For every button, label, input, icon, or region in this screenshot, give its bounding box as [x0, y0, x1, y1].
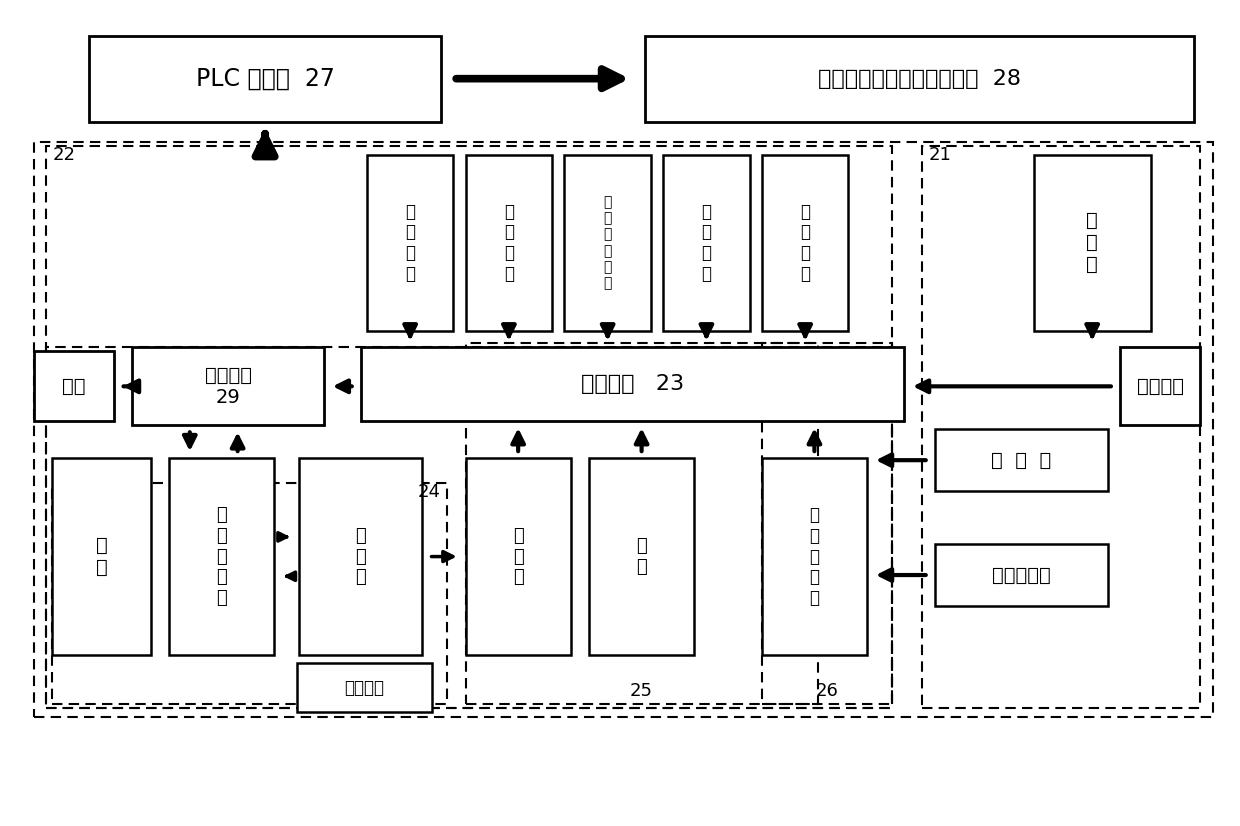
Bar	[761, 344, 892, 705]
Text: 加
湿
器: 加 湿 器	[513, 527, 523, 586]
Bar	[645, 36, 1194, 121]
Text: 湿
度
检
测: 湿 度 检 测	[405, 202, 415, 283]
Text: 粉
尘
发
生
器: 粉 尘 发 生 器	[810, 506, 820, 607]
Bar	[466, 344, 817, 705]
Text: 26: 26	[816, 682, 838, 700]
Text: 轴流风机: 轴流风机	[1137, 377, 1183, 396]
Bar	[589, 458, 694, 655]
Bar	[761, 458, 867, 655]
Text: 工业控制计算机及组态软件  28: 工业控制计算机及组态软件 28	[818, 69, 1021, 88]
Text: 管
道
压
力
泵: 管 道 压 力 泵	[217, 506, 227, 607]
Bar	[170, 458, 274, 655]
Text: 25: 25	[630, 682, 653, 700]
Bar	[466, 154, 552, 331]
Text: 排气: 排气	[62, 377, 86, 396]
Text: 空气压缩机: 空气压缩机	[992, 566, 1050, 585]
Text: 变
频
器: 变 频 器	[1086, 211, 1099, 274]
Text: 空
调: 空 调	[636, 537, 647, 576]
Bar	[89, 36, 441, 121]
Bar	[46, 146, 892, 709]
Bar	[133, 348, 324, 425]
Text: 温
度
检
测: 温 度 检 测	[503, 202, 513, 283]
Bar	[663, 154, 750, 331]
Text: 粉
尘
浓
度
检
测: 粉 尘 浓 度 检 测	[604, 195, 611, 290]
Text: 研  磨  机: 研 磨 机	[991, 451, 1052, 470]
Bar	[33, 142, 1213, 717]
Bar	[761, 154, 848, 331]
Bar	[935, 430, 1107, 491]
Text: 风
压
检
测: 风 压 检 测	[702, 202, 712, 283]
Text: 喷雾除尘
29: 喷雾除尘 29	[205, 366, 252, 407]
Bar	[367, 154, 454, 331]
Bar	[299, 458, 423, 655]
Text: 排
水: 排 水	[95, 536, 108, 577]
Text: 风
速
检
测: 风 速 检 测	[800, 202, 810, 283]
Bar	[1033, 154, 1151, 331]
Bar	[52, 482, 448, 705]
Bar	[466, 458, 570, 655]
Bar	[564, 154, 651, 331]
Text: 24: 24	[418, 482, 441, 501]
Text: 液位检测: 液位检测	[345, 679, 384, 697]
Bar	[1120, 348, 1200, 425]
Bar	[33, 352, 114, 421]
Text: 22: 22	[52, 146, 76, 164]
Text: 21: 21	[929, 146, 951, 164]
Bar	[935, 544, 1107, 605]
Text: 储
水
箱: 储 水 箱	[356, 527, 366, 586]
Bar	[52, 458, 151, 655]
Bar	[923, 146, 1200, 709]
Bar	[296, 663, 433, 713]
Bar	[46, 348, 892, 709]
Bar	[361, 348, 904, 421]
Text: 模拟巷道   23: 模拟巷道 23	[580, 374, 684, 394]
Text: PLC 控制柜  27: PLC 控制柜 27	[196, 67, 335, 91]
